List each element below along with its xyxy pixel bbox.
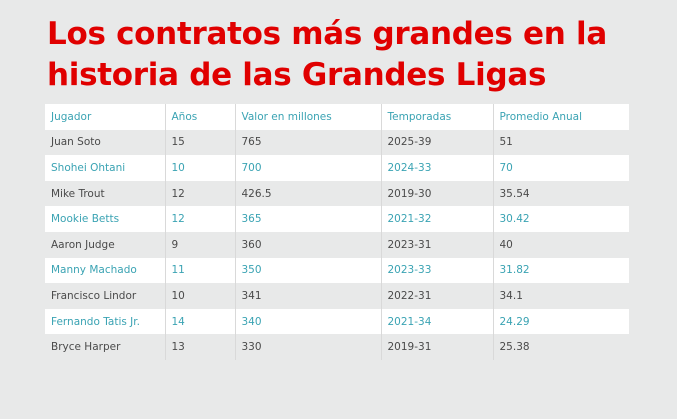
cell-value: 330 [234,334,381,360]
cell-value: 700 [234,155,381,181]
cell-seasons: 2025-39 [380,129,493,156]
cell-player: Juan Soto [51,136,101,149]
cell-years: 10 [164,155,235,181]
cell-average: 34.1 [492,283,629,309]
page-title: Los contratos más grandes en la historia… [47,16,607,93]
column-header-promedio: Promedio Anual [492,104,629,130]
cell-years: 9 [164,231,235,258]
cell-seasons: 2022-31 [380,283,493,309]
cell-years: 14 [164,308,235,335]
cell-value: 341 [234,283,381,309]
cell-seasons: 2021-32 [380,206,493,232]
table-row: Juan Soto 15 765 2025-39 51 [45,129,629,156]
cell-value: 340 [234,308,381,335]
table-row: Fernando Tatis Jr. 14 340 2021-34 24.29 [45,308,629,335]
table-row: Bryce Harper 13 330 2019-31 25.38 [45,334,629,360]
cell-player: Fernando Tatis Jr. [51,315,140,328]
cell-player: Mookie Betts [51,213,120,226]
table-header-row: Jugador Años Valor en millones Temporada… [45,104,629,130]
cell-years: 10 [164,283,235,309]
column-header-jugador: Jugador [51,110,92,123]
cell-player: Francisco Lindor [51,289,137,302]
cell-seasons: 2024-33 [380,155,493,181]
cell-seasons: 2019-30 [380,180,493,207]
cell-seasons: 2023-31 [380,231,493,258]
cell-player: Bryce Harper [51,341,121,354]
contracts-table: Jugador Años Valor en millones Temporada… [45,104,629,360]
cell-years: 13 [164,334,235,360]
cell-average: 70 [492,155,629,181]
cell-years: 12 [164,206,235,232]
cell-value: 765 [234,129,381,156]
cell-average: 31.82 [492,257,629,284]
cell-seasons: 2021-34 [380,308,493,335]
cell-value: 350 [234,257,381,284]
cell-value: 426.5 [234,180,381,207]
cell-player: Shohei Ohtani [51,161,126,174]
column-header-temporadas: Temporadas [380,104,493,130]
cell-player: Manny Machado [51,264,137,277]
table-row: Manny Machado 11 350 2023-33 31.82 [45,257,629,284]
cell-seasons: 2019-31 [380,334,493,360]
table-row: Mike Trout 12 426.5 2019-30 35.54 [45,180,629,207]
cell-average: 30.42 [492,206,629,232]
cell-average: 51 [492,129,629,156]
table-row: Aaron Judge 9 360 2023-31 40 [45,231,629,258]
cell-average: 40 [492,231,629,258]
cell-value: 360 [234,231,381,258]
cell-average: 35.54 [492,180,629,207]
cell-years: 12 [164,180,235,207]
cell-years: 15 [164,129,235,156]
column-header-anos: Años [164,104,235,130]
cell-seasons: 2023-33 [380,257,493,284]
cell-years: 11 [164,257,235,284]
table-row: Mookie Betts 12 365 2021-32 30.42 [45,206,629,232]
cell-value: 365 [234,206,381,232]
table-row: Francisco Lindor 10 341 2022-31 34.1 [45,283,629,309]
cell-average: 25.38 [492,334,629,360]
table-row: Shohei Ohtani 10 700 2024-33 70 [45,155,629,181]
cell-player: Aaron Judge [51,238,115,251]
column-header-valor: Valor en millones [234,104,381,130]
cell-average: 24.29 [492,308,629,335]
cell-player: Mike Trout [51,187,105,200]
